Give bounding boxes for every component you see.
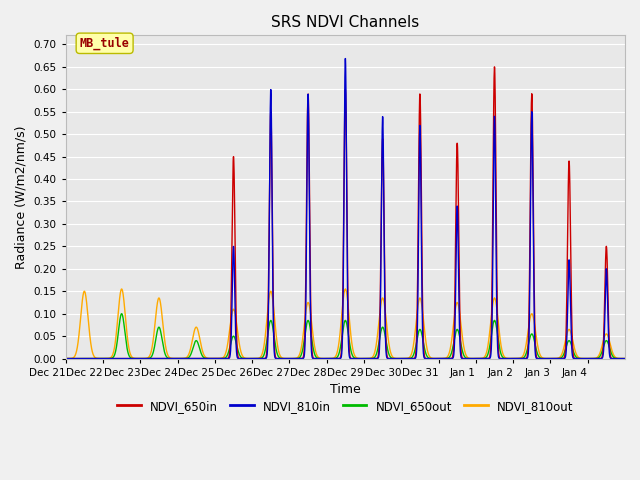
Legend: NDVI_650in, NDVI_810in, NDVI_650out, NDVI_810out: NDVI_650in, NDVI_810in, NDVI_650out, NDV… <box>112 395 579 417</box>
Y-axis label: Radiance (W/m2/nm/s): Radiance (W/m2/nm/s) <box>15 125 28 269</box>
Text: MB_tule: MB_tule <box>80 36 129 50</box>
NDVI_810out <box>611 353 618 359</box>
NDVI_650in <box>550 356 558 361</box>
NDVI_650in <box>491 64 499 70</box>
Line: NDVI_650in: NDVI_650in <box>66 67 625 359</box>
NDVI_650out <box>301 335 308 340</box>
NDVI_810in <box>125 356 133 361</box>
NDVI_650in <box>301 342 308 348</box>
NDVI_810in <box>276 356 284 361</box>
NDVI_650out <box>621 356 629 361</box>
NDVI_650out <box>118 311 125 317</box>
NDVI_810out <box>550 356 558 361</box>
NDVI_810out <box>62 356 70 361</box>
Title: SRS NDVI Channels: SRS NDVI Channels <box>271 15 419 30</box>
NDVI_650out <box>159 341 166 347</box>
NDVI_810in <box>550 356 558 361</box>
NDVI_810out <box>118 286 125 292</box>
Line: NDVI_650out: NDVI_650out <box>66 314 625 359</box>
NDVI_650in <box>276 356 284 361</box>
NDVI_650in <box>611 356 618 361</box>
NDVI_810out <box>621 356 629 361</box>
NDVI_650out <box>611 355 618 360</box>
NDVI_650out <box>550 356 558 361</box>
NDVI_650out <box>276 355 284 361</box>
NDVI_650out <box>62 356 70 361</box>
NDVI_650in <box>159 356 166 361</box>
NDVI_650in <box>621 356 629 361</box>
X-axis label: Time: Time <box>330 383 361 396</box>
NDVI_810in <box>159 356 166 361</box>
NDVI_810out <box>276 353 284 359</box>
NDVI_810out <box>159 321 166 327</box>
NDVI_650out <box>126 354 134 360</box>
NDVI_810in <box>62 356 70 361</box>
NDVI_810in <box>342 56 349 61</box>
Line: NDVI_810in: NDVI_810in <box>66 59 625 359</box>
Line: NDVI_810out: NDVI_810out <box>66 289 625 359</box>
NDVI_810out <box>126 349 134 355</box>
NDVI_810out <box>301 319 308 325</box>
NDVI_650in <box>125 356 133 361</box>
NDVI_810in <box>611 356 618 361</box>
NDVI_810in <box>301 351 308 357</box>
NDVI_810in <box>621 356 629 361</box>
NDVI_650in <box>62 356 70 361</box>
